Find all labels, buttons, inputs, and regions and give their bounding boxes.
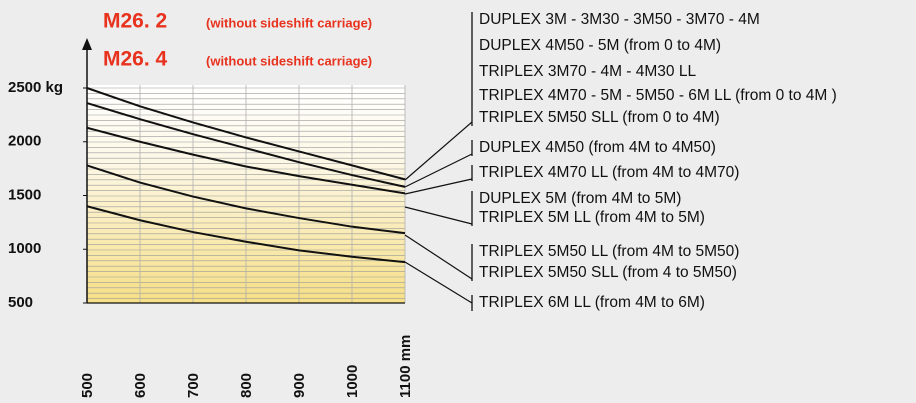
x-tick-label: 500 xyxy=(79,373,96,398)
x-tick-label: 900 xyxy=(291,373,308,398)
y-tick-label: 2000 xyxy=(8,133,41,150)
y-tick-label: 2500 kg xyxy=(8,79,63,96)
pointer xyxy=(404,261,473,304)
pointer xyxy=(404,121,473,181)
model-label: M26. 2 xyxy=(103,10,167,33)
x-tick-label: 700 xyxy=(185,373,202,398)
legend-entry: TRIPLEX 5M50 SLL (from 4 to 5M50) xyxy=(479,264,737,281)
pointer xyxy=(404,234,473,280)
y-tick-label: 1000 xyxy=(8,240,41,257)
legend-entry: TRIPLEX 5M50 LL (from 4M to 5M50) xyxy=(479,243,739,260)
legend-entry: DUPLEX 4M50 - 5M (from 0 to 4M) xyxy=(479,37,721,54)
legend-entry: DUPLEX 3M - 3M30 - 3M50 - 3M70 - 4M xyxy=(479,11,760,28)
x-tick-label: 1000 xyxy=(344,365,361,398)
model-note: (without sideshift carriage) xyxy=(206,15,372,30)
legend-entry: TRIPLEX 4M70 LL (from 4M to 4M70) xyxy=(479,164,739,181)
pointer xyxy=(404,153,473,188)
legend-entry: TRIPLEX 6M LL (from 4M to 6M) xyxy=(479,294,705,311)
legend-entry: DUPLEX 4M50 (from 4M to 4M50) xyxy=(479,139,716,156)
curve xyxy=(86,102,406,188)
curve xyxy=(86,87,406,181)
model-label: M26. 4 xyxy=(103,48,168,71)
model-note: (without sideshift carriage) xyxy=(206,53,372,68)
y-axis-arrow xyxy=(82,38,92,50)
legend-entry: DUPLEX 5M (from 4M to 5M) xyxy=(479,190,681,207)
x-tick-label: 1100 mm xyxy=(397,335,414,398)
x-tick-label: 600 xyxy=(132,373,149,398)
curve xyxy=(86,126,406,195)
y-tick-label: 500 xyxy=(8,294,33,311)
curve xyxy=(86,205,406,264)
legend-entry: TRIPLEX 5M50 SLL (from 0 to 4M) xyxy=(479,109,720,126)
y-tick-label: 1500 xyxy=(8,186,41,203)
legend-entry: TRIPLEX 3M70 - 4M - 4M30 LL xyxy=(479,63,696,80)
legend-entry: TRIPLEX 5M LL (from 4M to 5M) xyxy=(479,209,705,226)
x-tick-label: 800 xyxy=(238,373,255,398)
pointer xyxy=(404,206,473,225)
pointer xyxy=(404,178,473,195)
curve xyxy=(86,164,406,235)
legend-entry: TRIPLEX 4M70 - 5M - 5M50 - 6M LL (from 0… xyxy=(479,87,837,104)
